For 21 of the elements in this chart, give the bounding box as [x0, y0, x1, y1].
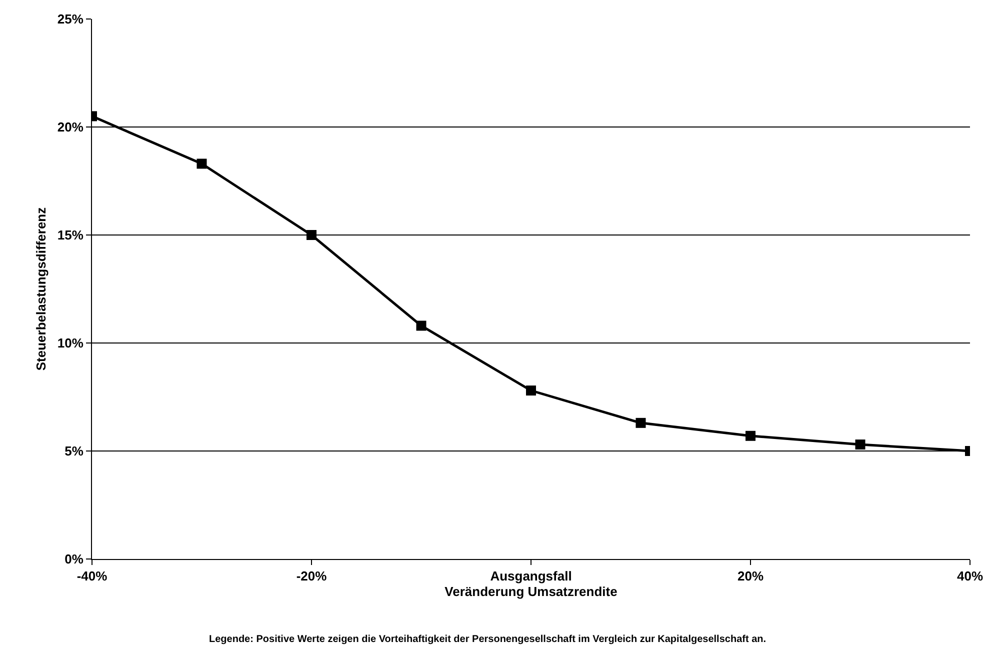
point: [855, 440, 866, 450]
text: Legende: Positive Werte zeigen die Vorteihaftigkeit der Personengesellschaft im Vergleich zur Kapitalgesellschaft an.: [209, 634, 766, 645]
point: [636, 418, 646, 428]
y-tick-label: 25%: [57, 12, 84, 27]
y-tick-label: 5%: [64, 444, 84, 459]
point: [526, 386, 536, 396]
y-tick-label: 20%: [57, 120, 84, 135]
x-tick-label: 20%: [737, 568, 764, 584]
x-axis-title: Veränderung Umsatzrendite: [444, 584, 618, 600]
x-tick-label: -40%: [76, 568, 108, 584]
y-tick-label: 10%: [57, 336, 84, 351]
point: [306, 230, 316, 240]
x-tick-label: Ausgangsfall: [490, 568, 572, 584]
x-tick-label: 40%: [956, 568, 984, 584]
y-tick-label: 0%: [64, 552, 84, 567]
point: [416, 320, 426, 331]
point: [746, 430, 756, 441]
x-tick-label: -20%: [296, 568, 328, 584]
y-tick-label: 15%: [57, 228, 84, 243]
point: [196, 158, 207, 169]
y-axis-title: Steuerbelastungsdifferenz: [33, 206, 48, 371]
